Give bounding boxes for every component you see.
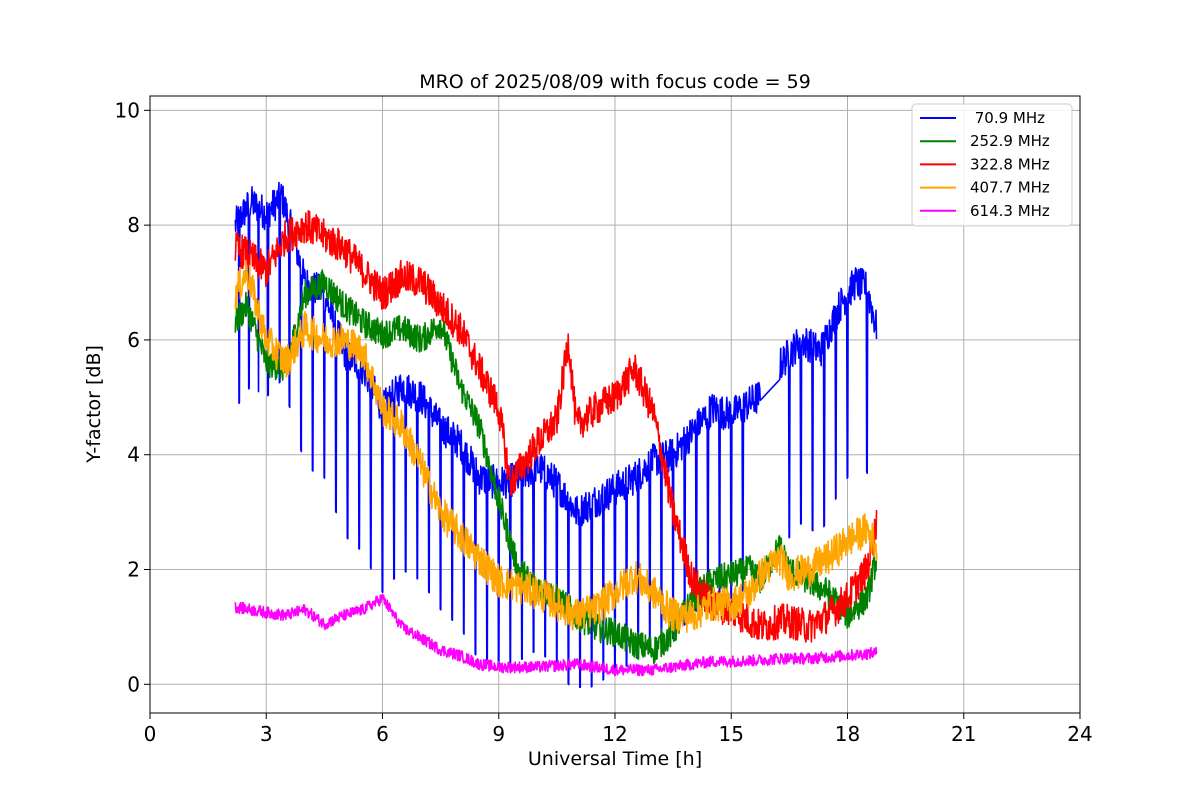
y-tick-label: 0: [127, 672, 140, 696]
x-tick-label: 6: [376, 722, 389, 746]
x-tick-label: 0: [144, 722, 157, 746]
series-line: [234, 210, 878, 643]
legend-label: 70.9 MHz: [970, 109, 1045, 127]
x-tick-label: 15: [719, 722, 744, 746]
y-ticks: 0 2 4 6 8 10: [115, 98, 150, 696]
x-tick-label: 12: [602, 722, 627, 746]
y-axis-label: Y-factor [dB]: [83, 345, 105, 464]
series-line: [234, 259, 878, 634]
x-ticks: 0 3 6 9 12 15 18 21 24: [144, 713, 1093, 746]
legend-box: [911, 103, 1073, 227]
x-axis-label: Universal Time [h]: [528, 748, 702, 770]
legend: 70.9 MHz 252.9 MHz 322.8 MHz 407.7 MHz 614.3…: [911, 103, 1073, 227]
legend-label: 252.9 MHz: [970, 132, 1050, 150]
y-tick-label: 10: [115, 98, 140, 122]
y-tick-label: 4: [127, 443, 140, 467]
y-tick-label: 2: [127, 558, 140, 582]
x-tick-label: 18: [835, 722, 860, 746]
series-layer: [234, 181, 878, 688]
chart-title: MRO of 2025/08/09 with focus code = 59: [419, 71, 811, 93]
y-tick-label: 6: [127, 328, 140, 352]
legend-label: 614.3 MHz: [970, 202, 1050, 220]
series-line: [234, 181, 878, 688]
x-tick-label: 9: [492, 722, 505, 746]
legend-label: 407.7 MHz: [970, 179, 1050, 197]
y-tick-label: 8: [127, 213, 140, 237]
x-tick-label: 21: [951, 722, 976, 746]
legend-label: 322.8 MHz: [970, 155, 1050, 173]
x-tick-label: 3: [260, 722, 273, 746]
series-line: [234, 594, 878, 677]
x-tick-label: 24: [1067, 722, 1092, 746]
